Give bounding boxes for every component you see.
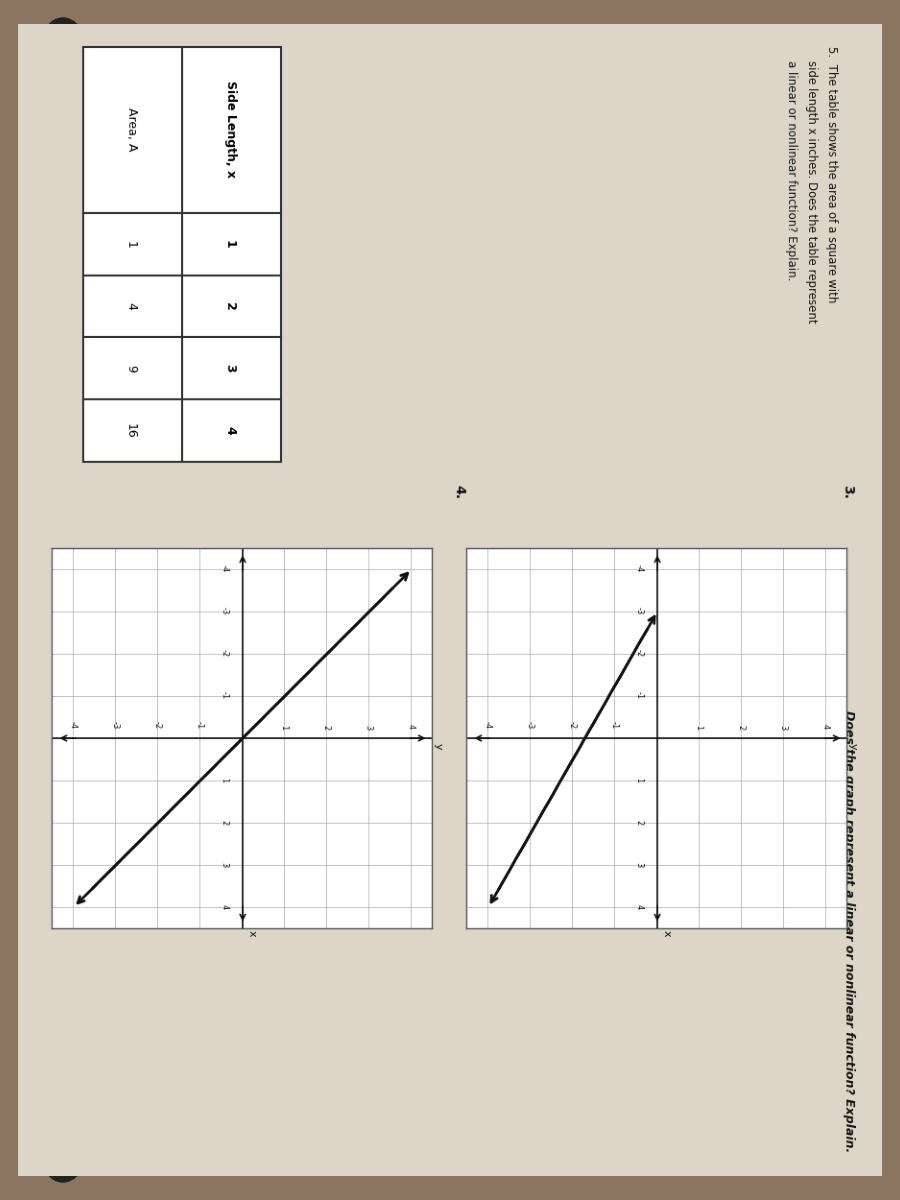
Circle shape [40, 1122, 86, 1182]
Circle shape [40, 18, 86, 78]
